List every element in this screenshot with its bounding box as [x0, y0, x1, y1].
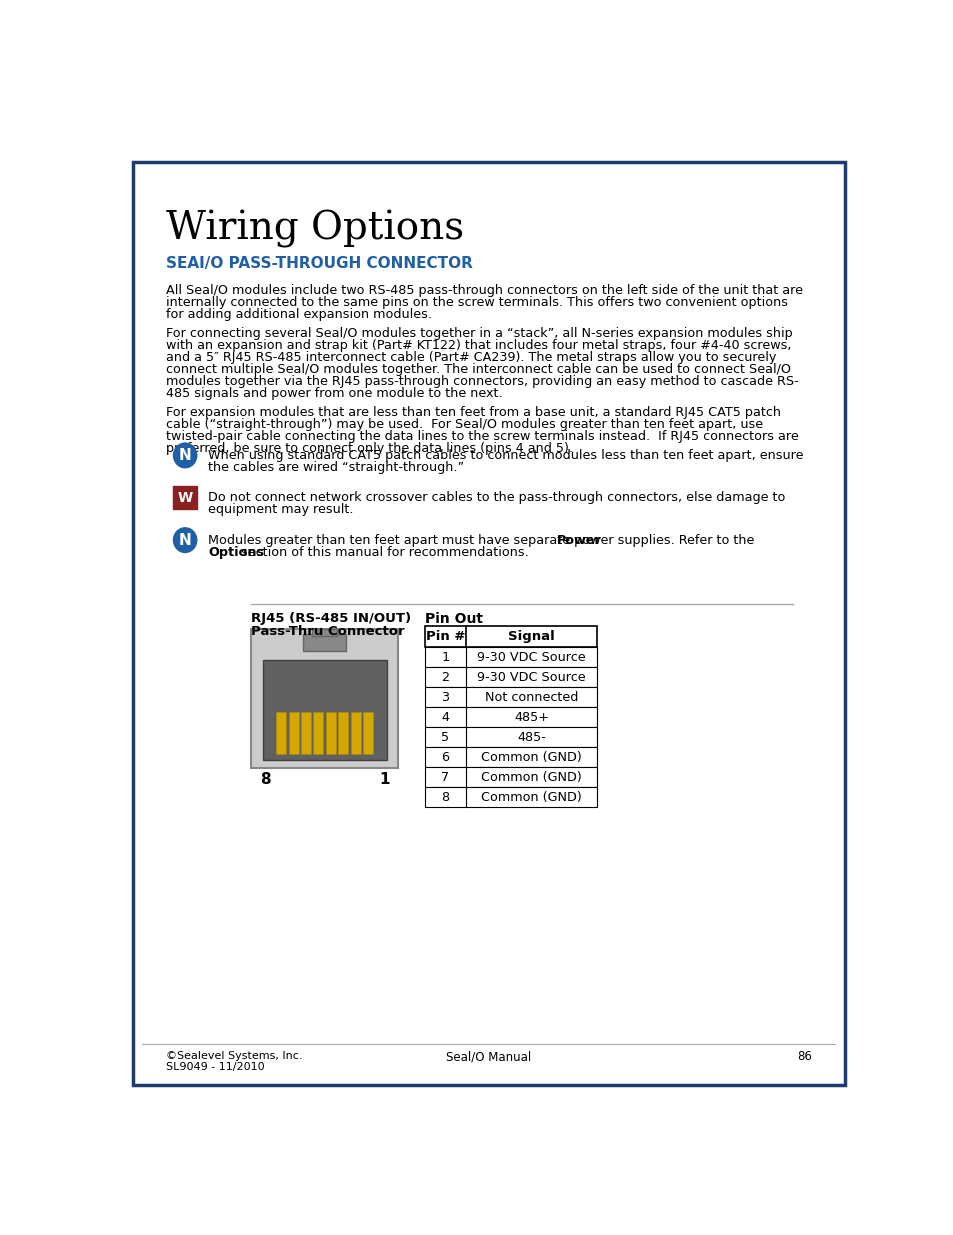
Bar: [425, 687, 597, 708]
Bar: [313, 711, 323, 755]
Ellipse shape: [173, 443, 196, 468]
Text: equipment may result.: equipment may result.: [208, 503, 354, 516]
Ellipse shape: [173, 527, 196, 552]
Text: Power: Power: [557, 534, 600, 547]
Text: with an expansion and strap kit (Part# KT122) that includes four metal straps, f: with an expansion and strap kit (Part# K…: [166, 338, 790, 352]
Bar: [425, 727, 597, 747]
Bar: [337, 711, 348, 755]
Text: Pin Out: Pin Out: [425, 611, 483, 626]
Text: 4: 4: [441, 710, 449, 724]
Text: When using standard CAT5 patch cables to connect modules less than ten feet apar: When using standard CAT5 patch cables to…: [208, 450, 803, 462]
Bar: [425, 667, 597, 687]
Text: 3: 3: [441, 690, 449, 704]
Text: Modules greater than ten feet apart must have separate power supplies. Refer to : Modules greater than ten feet apart must…: [208, 534, 758, 547]
Text: Common (GND): Common (GND): [480, 751, 581, 763]
Text: 485 signals and power from one module to the next.: 485 signals and power from one module to…: [166, 387, 502, 399]
Bar: [173, 487, 196, 509]
Text: All Seal/O modules include two RS-485 pass-through connectors on the left side o: All Seal/O modules include two RS-485 pa…: [166, 284, 801, 298]
Text: Signal: Signal: [508, 630, 555, 643]
Bar: [425, 767, 597, 787]
Text: W: W: [177, 490, 193, 505]
Text: Wiring Options: Wiring Options: [166, 210, 463, 248]
Text: 9-30 VDC Source: 9-30 VDC Source: [476, 671, 585, 684]
Text: Not connected: Not connected: [484, 690, 578, 704]
Text: 1: 1: [378, 772, 389, 787]
Text: Seal/O Manual: Seal/O Manual: [446, 1050, 531, 1063]
Text: 2: 2: [441, 671, 449, 684]
Text: N: N: [178, 448, 192, 463]
Text: 485-: 485-: [517, 731, 545, 743]
Text: 8: 8: [441, 790, 449, 804]
Bar: [312, 630, 336, 636]
Text: and a 5″ RJ45 RS-485 interconnect cable (Part# CA239). The metal straps allow yo: and a 5″ RJ45 RS-485 interconnect cable …: [166, 351, 776, 364]
Bar: [362, 711, 373, 755]
Bar: [425, 647, 597, 667]
Bar: [262, 661, 386, 761]
Text: Common (GND): Common (GND): [480, 790, 581, 804]
Text: preferred, be sure to connect only the data lines (pins 4 and 5).: preferred, be sure to connect only the d…: [166, 442, 572, 454]
Bar: [425, 626, 597, 647]
Bar: [301, 711, 311, 755]
Bar: [350, 711, 360, 755]
Text: Pass-Thru Connector: Pass-Thru Connector: [251, 625, 404, 637]
Text: SEAI/O PASS-THROUGH CONNECTOR: SEAI/O PASS-THROUGH CONNECTOR: [166, 256, 472, 270]
Text: twisted-pair cable connecting the data lines to the screw terminals instead.  If: twisted-pair cable connecting the data l…: [166, 430, 798, 443]
Text: For connecting several Seal/O modules together in a “stack”, all N-series expans: For connecting several Seal/O modules to…: [166, 327, 792, 340]
Text: for adding additional expansion modules.: for adding additional expansion modules.: [166, 309, 432, 321]
Bar: [303, 634, 346, 651]
Text: cable (“straight-through”) may be used.  For Seal/O modules greater than ten fee: cable (“straight-through”) may be used. …: [166, 419, 762, 431]
Text: For expansion modules that are less than ten feet from a base unit, a standard R: For expansion modules that are less than…: [166, 406, 780, 419]
Bar: [425, 747, 597, 767]
Text: 1: 1: [441, 651, 449, 663]
Bar: [425, 708, 597, 727]
Bar: [276, 711, 286, 755]
Text: 86: 86: [797, 1050, 811, 1063]
Text: Do not connect network crossover cables to the pass-through connectors, else dam: Do not connect network crossover cables …: [208, 490, 785, 504]
Text: modules together via the RJ45 pass-through connectors, providing an easy method : modules together via the RJ45 pass-throu…: [166, 374, 798, 388]
Text: RJ45 (RS-485 IN/OUT): RJ45 (RS-485 IN/OUT): [251, 611, 411, 625]
Text: 6: 6: [441, 751, 449, 763]
Bar: [251, 630, 397, 768]
Text: N: N: [178, 532, 192, 547]
Text: 9-30 VDC Source: 9-30 VDC Source: [476, 651, 585, 663]
Text: 485+: 485+: [514, 710, 549, 724]
Text: 8: 8: [259, 772, 270, 787]
Text: ©Sealevel Systems, Inc.: ©Sealevel Systems, Inc.: [166, 1051, 302, 1061]
Text: Common (GND): Common (GND): [480, 771, 581, 784]
Text: section of this manual for recommendations.: section of this manual for recommendatio…: [237, 546, 529, 559]
Text: Pin #: Pin #: [425, 630, 465, 643]
Text: the cables are wired “straight-through.”: the cables are wired “straight-through.”: [208, 461, 464, 474]
Text: internally connected to the same pins on the screw terminals. This offers two co: internally connected to the same pins on…: [166, 296, 787, 310]
Bar: [325, 711, 335, 755]
Bar: [289, 711, 298, 755]
Text: 7: 7: [441, 771, 449, 784]
Bar: [425, 787, 597, 808]
Text: Options: Options: [208, 546, 264, 559]
Text: connect multiple Seal/O modules together. The interconnect cable can be used to : connect multiple Seal/O modules together…: [166, 363, 790, 375]
Text: SL9049 - 11/2010: SL9049 - 11/2010: [166, 1062, 264, 1072]
Text: 5: 5: [441, 731, 449, 743]
